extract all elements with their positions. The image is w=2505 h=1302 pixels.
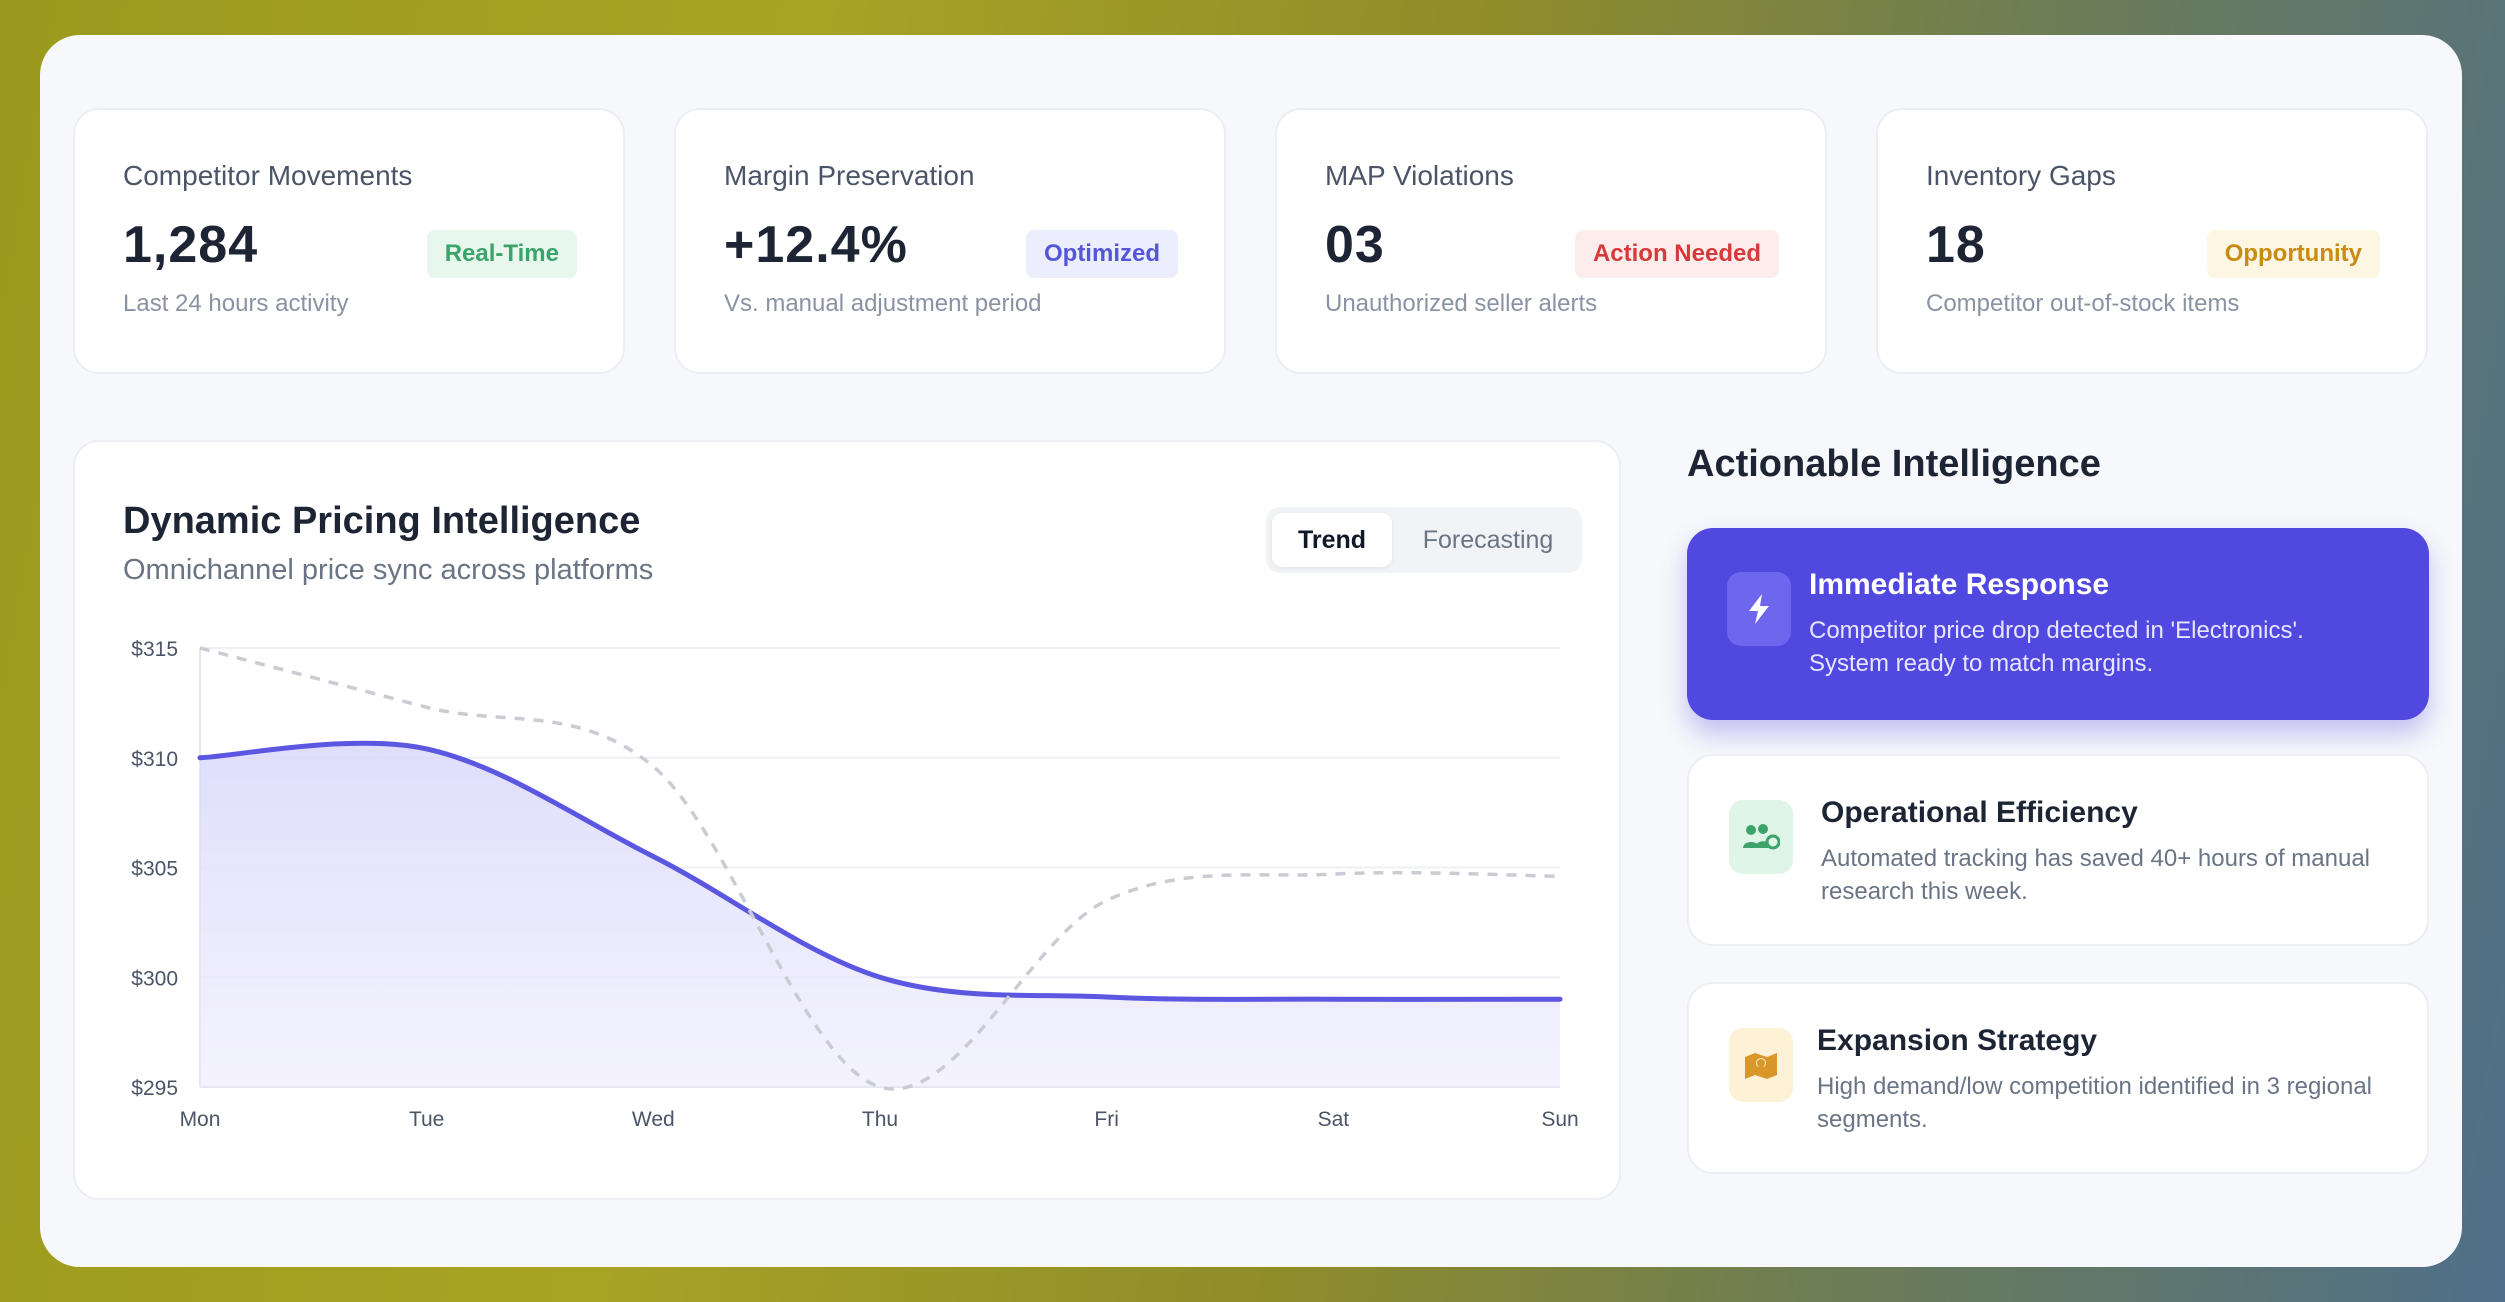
tab-forecasting[interactable]: Forecasting xyxy=(1422,526,1554,554)
y-tick-label: $315 xyxy=(131,638,178,661)
status-badge: Real-Time xyxy=(426,230,577,278)
chart-view-toggle: Trend Forecasting xyxy=(1266,507,1582,573)
y-tick-label: $300 xyxy=(131,967,178,990)
stat-caption: Vs. manual adjustment period xyxy=(724,290,1042,317)
x-tick-label: Tue xyxy=(409,1108,444,1131)
x-tick-label: Sat xyxy=(1318,1108,1350,1131)
insight-card-immediate-response[interactable]: Immediate Response Competitor price drop… xyxy=(1687,528,2429,720)
x-tick-label: Thu xyxy=(862,1108,898,1131)
stat-label: Margin Preservation xyxy=(724,160,975,191)
stat-label: MAP Violations xyxy=(1325,160,1514,191)
stat-value: 1,284 xyxy=(123,216,259,274)
pricing-chart-card: Dynamic Pricing Intelligence Omnichannel… xyxy=(73,440,1621,1200)
status-badge: Opportunity xyxy=(2206,230,2380,278)
stat-value: 18 xyxy=(1926,216,1986,274)
x-tick-label: Fri xyxy=(1094,1108,1119,1131)
x-tick-label: Wed xyxy=(632,1108,675,1131)
y-tick-label: $310 xyxy=(131,748,178,771)
stat-caption: Last 24 hours activity xyxy=(123,290,349,317)
status-badge: Action Needed xyxy=(1574,230,1779,278)
stat-card-map-violations: MAP Violations 03 Action Needed Unauthor… xyxy=(1275,108,1827,374)
stat-card-inventory-gaps: Inventory Gaps 18 Opportunity Competitor… xyxy=(1876,108,2428,374)
insight-text: High demand/low competition identified i… xyxy=(1817,1073,2372,1133)
insight-title: Expansion Strategy xyxy=(1817,1024,2098,1057)
stat-caption: Unauthorized seller alerts xyxy=(1325,290,1598,317)
stat-caption: Competitor out-of-stock items xyxy=(1926,290,2240,317)
stat-card-competitor-movements: Competitor Movements 1,284 Real-Time Las… xyxy=(73,108,625,374)
stat-label: Inventory Gaps xyxy=(1926,160,2116,191)
insight-card-operational-efficiency[interactable]: Operational Efficiency Automated trackin… xyxy=(1687,754,2429,946)
tab-trend[interactable]: Trend xyxy=(1272,513,1392,567)
chart-subtitle: Omnichannel price sync across platforms xyxy=(123,554,654,586)
stat-label: Competitor Movements xyxy=(123,160,413,191)
lightning-icon xyxy=(1727,572,1791,646)
team-icon xyxy=(1729,800,1793,874)
insight-text: Competitor price drop detected in 'Elect… xyxy=(1809,617,2304,677)
insight-title: Operational Efficiency xyxy=(1821,796,2138,829)
stat-value: +12.4% xyxy=(724,216,908,274)
insight-title: Immediate Response xyxy=(1809,568,2110,601)
x-tick-label: Sun xyxy=(1541,1108,1578,1131)
stat-card-margin-preservation: Margin Preservation +12.4% Optimized Vs.… xyxy=(674,108,1226,374)
dashboard-panel: Competitor Movements 1,284 Real-Time Las… xyxy=(40,35,2462,1267)
x-tick-label: Mon xyxy=(180,1108,221,1131)
y-tick-label: $305 xyxy=(131,858,178,881)
insight-card-expansion-strategy[interactable]: Expansion Strategy High demand/low compe… xyxy=(1687,982,2429,1174)
insight-text: Automated tracking has saved 40+ hours o… xyxy=(1821,845,2370,905)
map-icon xyxy=(1729,1028,1793,1102)
price-area-fill xyxy=(200,743,1560,1087)
chart-title: Dynamic Pricing Intelligence xyxy=(123,500,641,542)
stat-value: 03 xyxy=(1325,216,1385,274)
insights-heading: Actionable Intelligence xyxy=(1687,443,2101,485)
y-tick-label: $295 xyxy=(131,1077,178,1100)
status-badge: Optimized xyxy=(1025,230,1178,278)
